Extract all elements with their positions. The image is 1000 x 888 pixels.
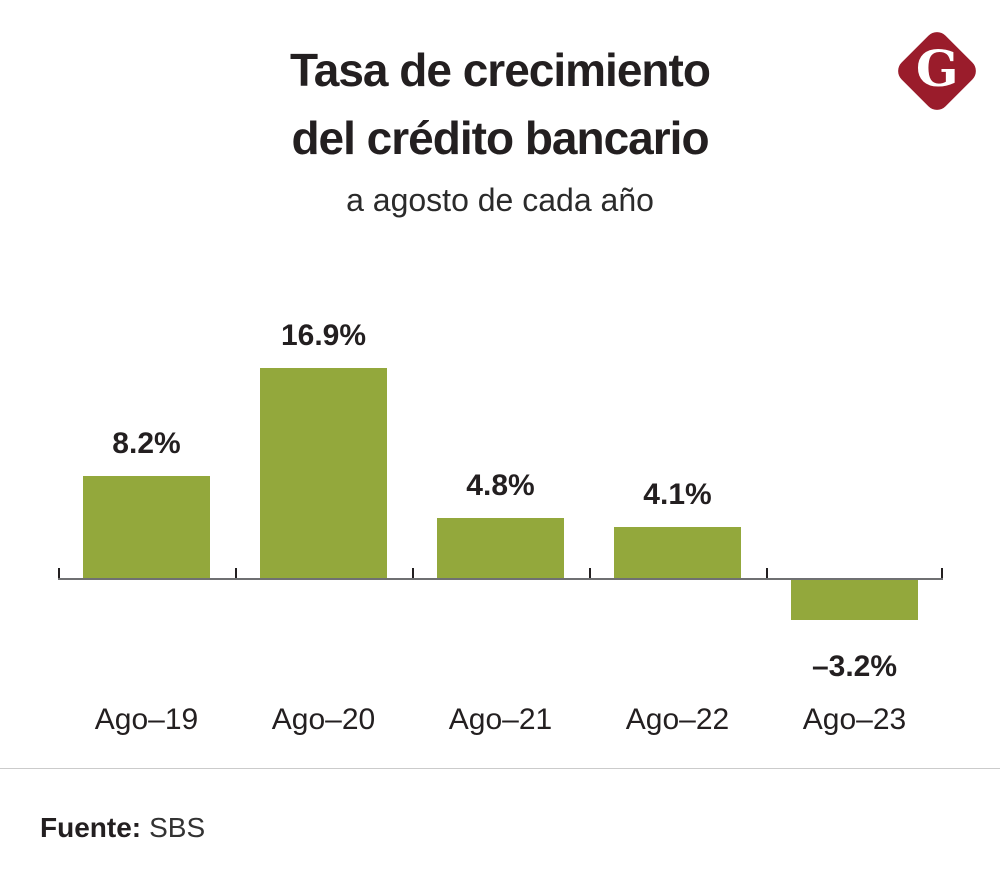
bar-value-label: 8.2% xyxy=(112,427,181,460)
axis-tick xyxy=(589,568,591,578)
bar xyxy=(260,368,387,578)
logo-letter-icon: G xyxy=(915,38,959,98)
footer-divider xyxy=(0,768,1000,769)
axis-tick xyxy=(941,568,943,578)
bar-value-label: –3.2% xyxy=(811,650,898,683)
axis-tick xyxy=(766,568,768,578)
bar xyxy=(614,527,741,578)
axis-tick xyxy=(58,568,60,578)
chart-title-line-2: del crédito bancario xyxy=(291,112,709,164)
source-note: Fuente: SBS xyxy=(40,812,205,844)
chart-title-line-1: Tasa de crecimiento xyxy=(290,44,711,96)
source-value: SBS xyxy=(149,812,206,843)
axis-tick xyxy=(235,568,237,578)
bar xyxy=(83,476,210,578)
category-label: Ago–23 xyxy=(802,703,907,736)
bar xyxy=(791,580,918,620)
chart-subtitle: a agosto de cada año xyxy=(346,182,654,218)
category-label: Ago–20 xyxy=(271,703,376,736)
bar-value-label: 4.8% xyxy=(466,469,535,502)
category-label: Ago–22 xyxy=(625,703,730,736)
bar-value-label: 16.9% xyxy=(280,319,367,352)
bar-chart: 8.2% Ago–19 16.9% Ago–20 4.8% Ago–21 4.1% Ago–2… xyxy=(58,300,943,740)
x-axis-line xyxy=(58,578,943,580)
bar-value-label: 4.1% xyxy=(643,478,712,511)
bar xyxy=(437,518,564,578)
category-label: Ago–21 xyxy=(448,703,553,736)
source-label: Fuente: xyxy=(40,812,142,843)
header: Tasa de crecimiento del crédito bancario… xyxy=(0,36,1000,219)
axis-tick xyxy=(412,568,414,578)
category-label: Ago–19 xyxy=(94,703,199,736)
